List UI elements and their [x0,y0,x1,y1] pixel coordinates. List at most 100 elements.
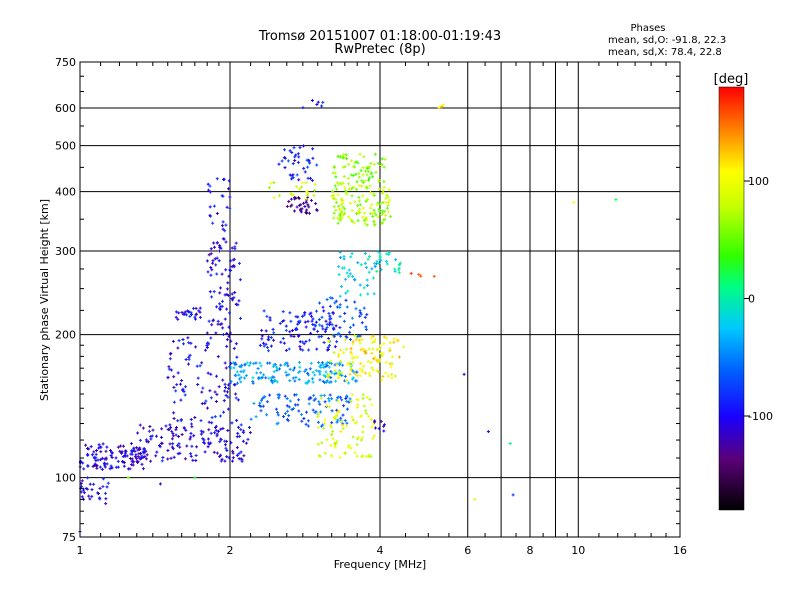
data-point [263,373,265,377]
data-point [105,497,107,501]
data-point [305,210,307,214]
data-point [357,219,359,223]
data-point [394,374,396,378]
data-point [196,364,198,368]
data-point [192,458,194,462]
data-point [359,283,361,287]
data-point [135,453,137,457]
data-point [260,364,262,368]
data-point [342,213,344,217]
data-point [187,336,189,340]
data-point [177,452,179,456]
data-point [262,397,264,400]
data-point [360,438,362,442]
data-point [290,197,292,201]
data-point [191,444,193,448]
data-point [298,334,299,338]
data-point [279,321,281,325]
data-point [378,180,380,184]
data-point [207,341,209,345]
data-point [185,358,187,361]
data-point [341,155,343,159]
data-point [386,262,388,266]
data-point [325,364,327,368]
data-point [195,317,196,321]
data-point [182,338,184,341]
data-point [220,437,221,441]
data-point [266,400,268,404]
data-point [88,494,90,498]
data-point [376,369,378,373]
data-point [312,370,314,374]
data-point [365,216,367,220]
data-point [350,399,352,403]
data-point [341,266,343,270]
data-point [184,457,186,461]
data-point [297,160,299,164]
data-point [286,397,288,401]
data-point [318,335,320,339]
data-point [378,207,380,211]
data-point [348,381,350,385]
data-point [325,375,327,379]
data-point [306,211,307,215]
data-point [305,197,307,201]
data-point [339,213,341,217]
data-point [365,165,367,169]
data-point [378,178,380,182]
data-point [316,163,318,167]
data-point [358,195,360,199]
data-point [117,459,119,463]
data-point [350,173,352,177]
data-point [382,189,384,193]
data-point [235,396,237,400]
data-point [229,311,230,315]
data-point [364,211,366,215]
data-point [236,453,238,457]
data-point [136,459,138,463]
data-point [227,429,229,432]
data-point [269,316,271,320]
data-point [241,459,243,463]
data-point [148,440,149,444]
data-point [172,432,174,435]
data-point [334,345,336,349]
data-point [265,342,267,346]
data-point [410,271,412,275]
data-point [351,393,353,397]
data-point [284,363,286,367]
data-point [339,305,341,309]
data-point [249,431,251,435]
data-point [219,245,221,249]
data-point [337,418,339,422]
data-point [222,227,224,231]
data-point [333,416,335,420]
data-point [285,361,287,365]
data-point [374,222,376,226]
data-point [252,380,254,383]
data-point [221,194,223,198]
data-point [188,310,190,314]
data-point [359,152,361,156]
data-point [191,425,193,429]
data-point [279,194,280,198]
data-point [310,396,312,400]
data-point [169,423,171,427]
data-point [319,402,321,406]
data-point [352,340,354,344]
data-point [310,311,312,315]
data-point [105,449,107,453]
data-point [319,301,320,305]
data-point [352,275,354,278]
data-point [339,218,341,222]
data-point [226,449,228,452]
data-point [351,194,353,198]
data-point [292,376,294,380]
data-point [145,457,147,461]
data-point [92,464,94,468]
data-point [214,431,216,435]
data-point [339,294,341,298]
data-point [393,337,395,341]
data-point [329,296,331,300]
data-point [331,397,333,401]
